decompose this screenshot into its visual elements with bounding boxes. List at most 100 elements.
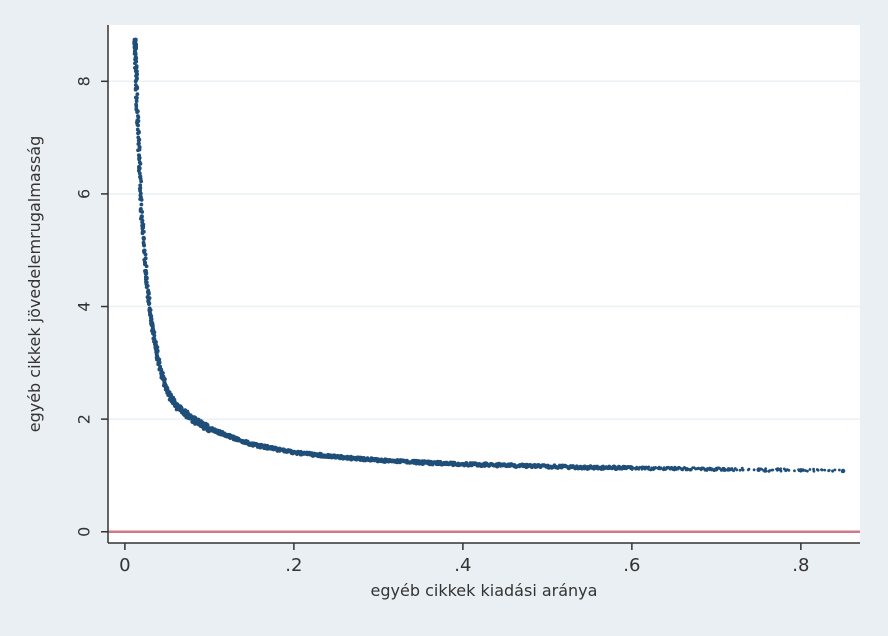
scatter-point [812,467,815,471]
scatter-point [152,336,157,341]
scatter-point [152,333,157,338]
gridlines [108,80,860,420]
scatter-point [671,466,677,471]
y-tick-label: 6 [75,189,94,199]
scatter-point [728,467,732,471]
scatter-point [143,252,148,257]
scatter-point [760,467,763,471]
scatter-point [135,92,140,97]
scatter-point [132,39,138,45]
scatter-point [502,463,508,468]
scatter-point [659,466,663,470]
scatter-point [136,115,141,120]
scatter-point [164,388,170,394]
scatter-point [140,210,145,214]
scatter-point [635,465,639,469]
scatter-point [137,141,141,146]
x-axis-label: egyéb cikkek kiadási aránya [371,581,598,600]
scatter-point [207,426,212,431]
scatter-point [134,59,139,64]
scatter-point [460,461,466,467]
scatter-point [249,442,254,447]
scatter-points [132,37,846,474]
scatter-point [837,468,841,472]
x-tick-label: .4 [454,555,471,576]
scatter-point [779,467,783,471]
scatter-point [144,280,149,285]
scatter-point [141,225,146,230]
scatter-point [145,290,150,294]
scatter-point [647,465,651,469]
scatter-point [205,422,210,427]
scatter-point [156,360,161,366]
scatter-point [793,469,796,473]
scatter-point [714,467,719,472]
scatter-point [732,469,736,473]
scatter-point [747,467,751,471]
scatter-point [179,406,184,411]
y-tick-label: 8 [75,76,94,86]
scatter-point [333,454,339,460]
scatter-point [376,458,381,463]
scatter-point [638,465,642,469]
scatter-point [141,242,146,247]
scatter-point [139,202,144,207]
scatter-point [779,469,783,473]
scatter-point [143,260,148,265]
x-tick-label: 0 [119,555,130,576]
x-tick-label: .2 [285,555,302,576]
scatter-point [152,330,157,335]
scatter-point [138,183,143,188]
scatter-point [138,161,143,166]
scatter-point [764,469,768,473]
scatter-point [787,468,791,472]
x-tick-label: .6 [623,555,640,576]
scatter-point [134,99,139,104]
scatter-point [137,171,142,176]
scatter-point [545,464,550,469]
scatter-point [820,468,823,472]
scatter-point [136,148,140,153]
scatter-point [138,186,143,190]
scatter-point [140,218,145,223]
axes [101,25,860,550]
scatter-point [139,179,144,184]
scatter-point [137,137,142,142]
scatter-point [142,236,146,241]
plot-area [108,25,860,543]
scatter-point [808,468,812,471]
scatter-point [806,469,809,473]
scatter-point [143,270,149,275]
scatter-point [133,79,138,84]
scatter-point [840,468,846,474]
scatter-point [741,468,745,472]
y-tick-label: 4 [75,301,94,311]
scatter-point [135,72,140,77]
scatter-point [144,285,149,290]
scatter-point [764,467,768,471]
scatter-point [771,468,775,472]
scatter-point [163,377,167,381]
scatter-point [141,249,146,253]
scatter-point [133,69,138,73]
scatter-point [155,345,160,350]
y-tick-label: 0 [75,527,94,537]
scatter-point [752,468,756,472]
y-axis-label: egyéb cikkek jövedelemrugalmasság [25,136,44,433]
scatter-point [140,231,145,236]
scatter-point [133,87,138,92]
scatter-point [735,468,739,472]
scatter-point [768,469,772,472]
scatter-point [738,468,742,472]
scatter-point [133,50,138,55]
scatter-point [144,264,149,269]
scatter-point [798,468,804,473]
scatter-point [137,130,141,135]
scatter-point [138,189,143,193]
scatter-point [654,465,657,469]
x-tick-label: .8 [792,555,809,576]
scatter-point [173,402,178,408]
scatter-point [833,468,837,472]
scatter-point [144,275,149,280]
